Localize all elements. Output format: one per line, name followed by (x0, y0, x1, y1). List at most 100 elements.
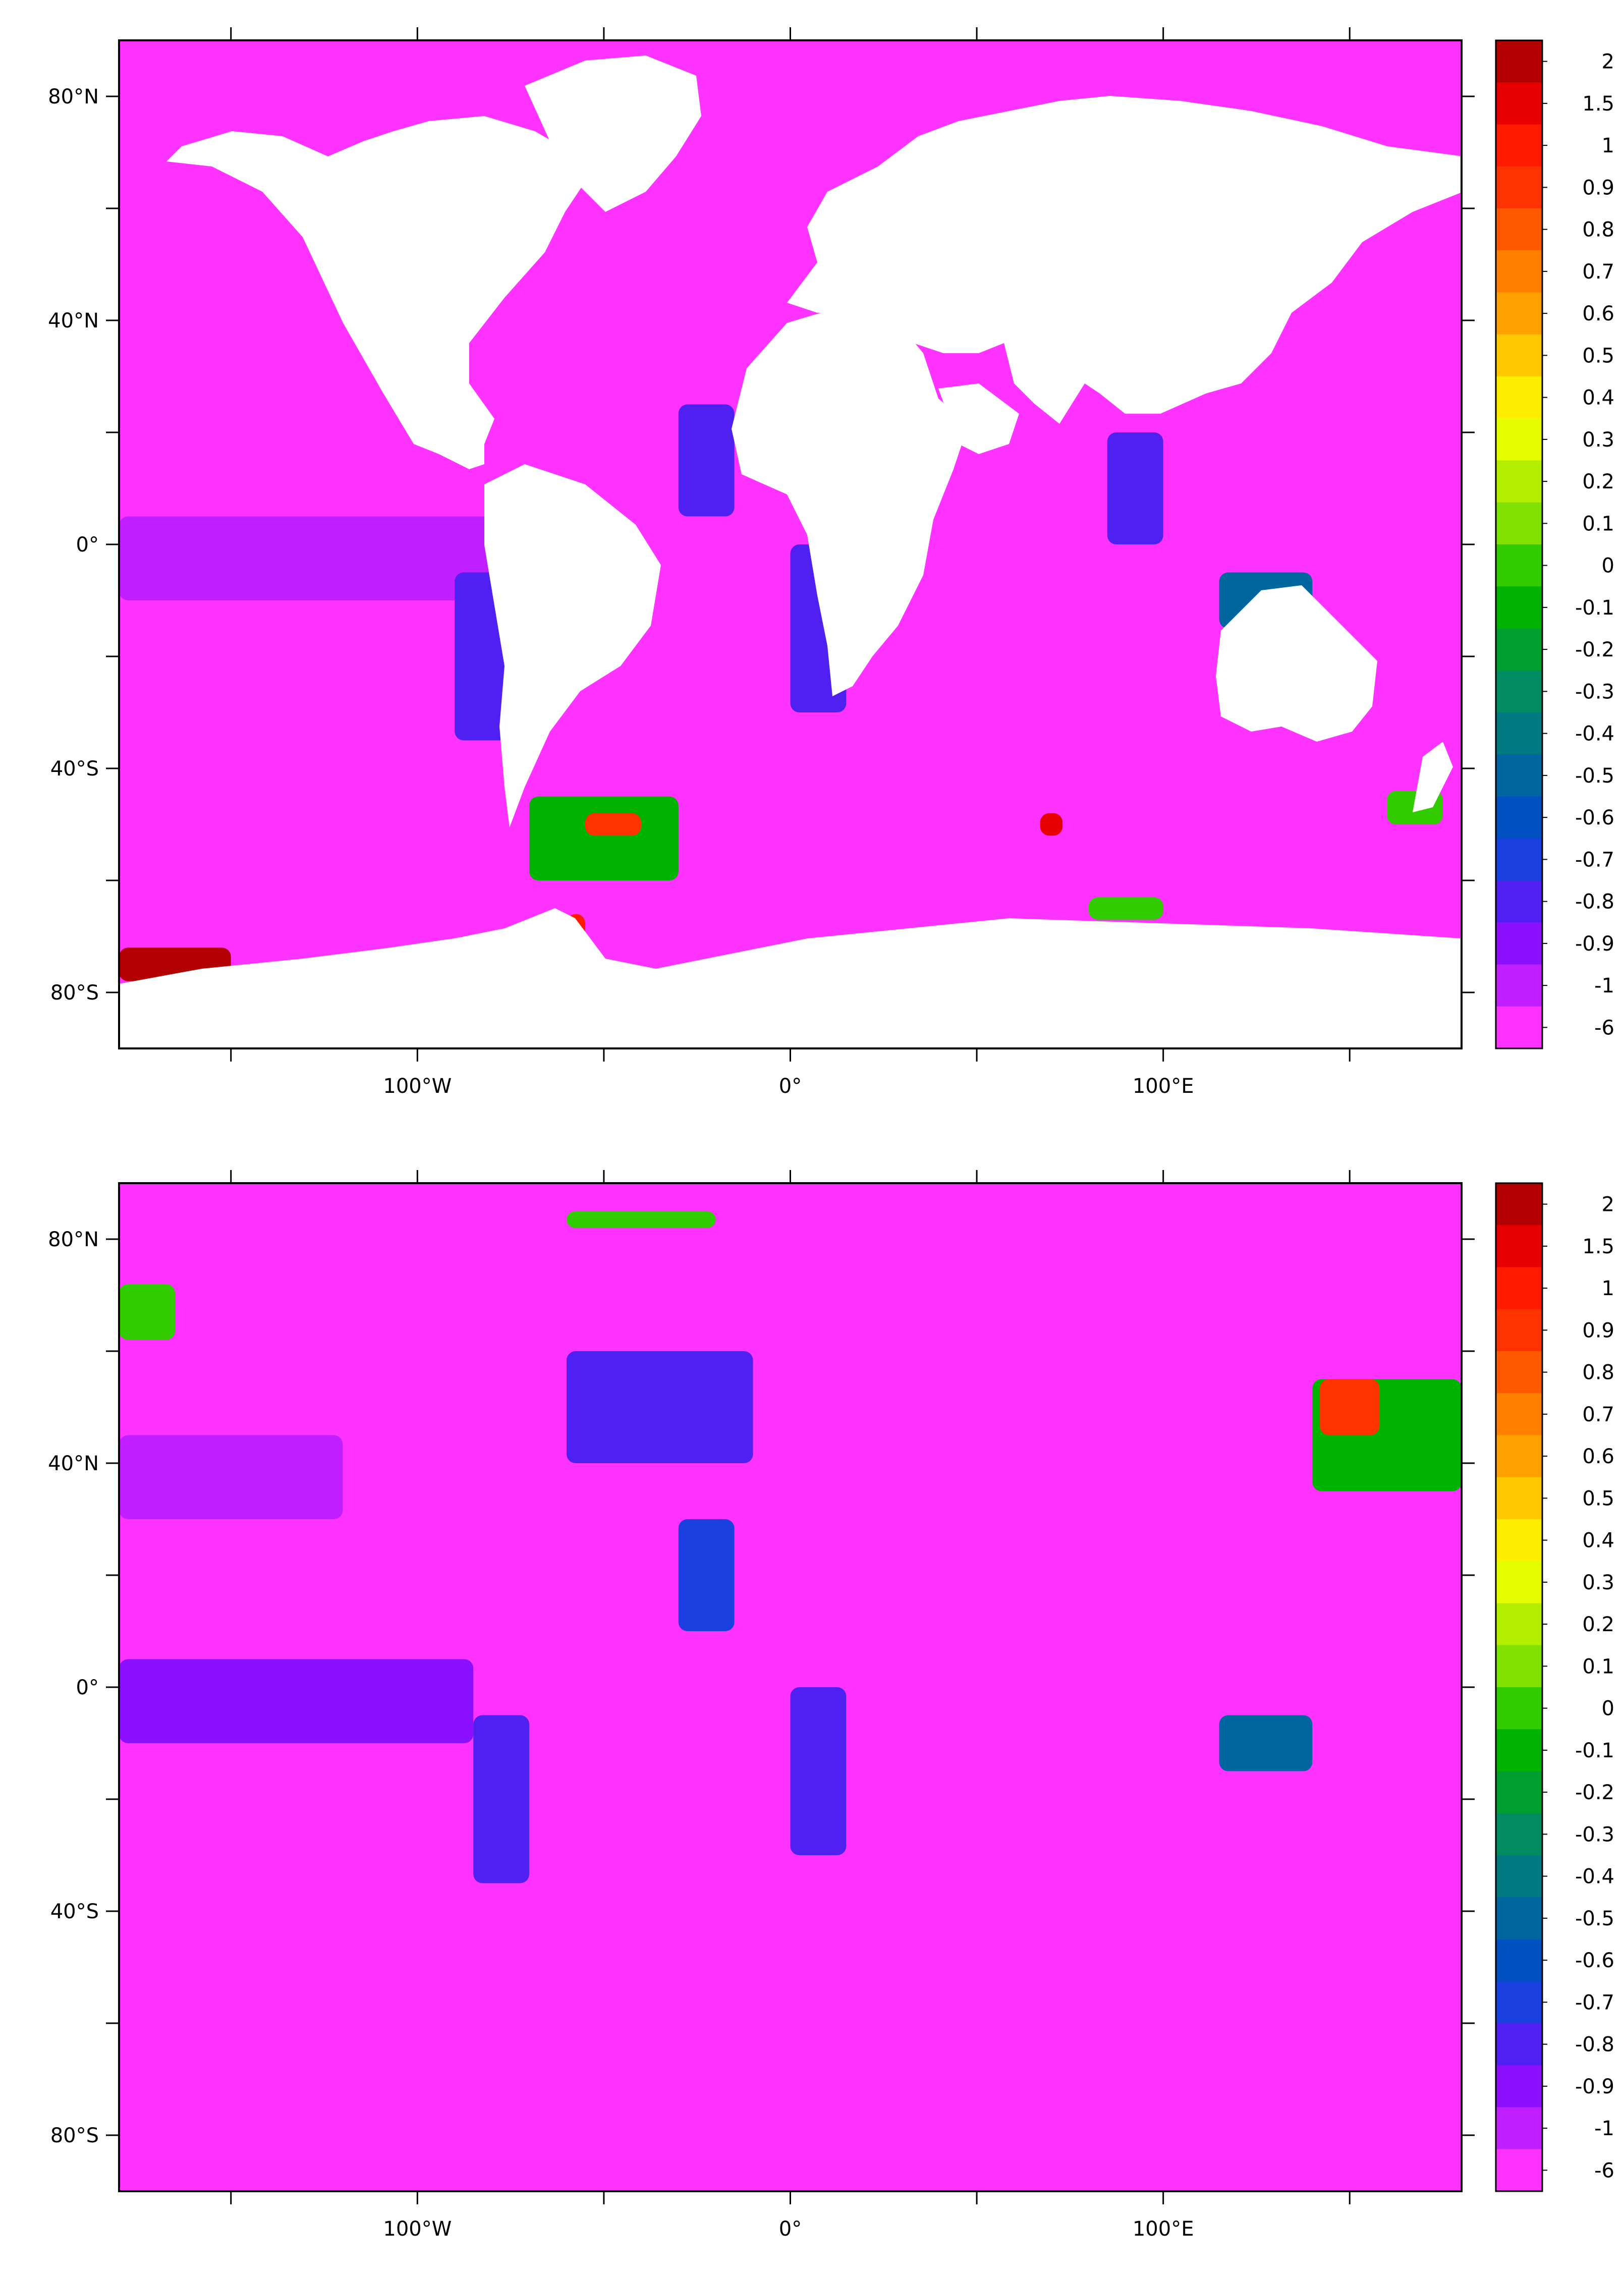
lon-label: 100°E (1133, 1075, 1194, 1098)
colorbar-label: 0.6 (1582, 302, 1614, 325)
anomaly-region (119, 1659, 474, 1743)
colorbar-label: 0.8 (1582, 218, 1614, 242)
colorbar-label: -0.5 (1575, 1907, 1614, 1930)
colorbar-swatch (1496, 292, 1542, 335)
colorbar-swatch (1496, 2107, 1542, 2150)
lon-label: 100°W (383, 2217, 452, 2241)
colorbar-swatch (1496, 1771, 1542, 1814)
colorbar-label: 0.2 (1582, 1613, 1614, 1636)
colorbar-label: 0.7 (1582, 260, 1614, 284)
colorbar-label: -0.9 (1575, 932, 1614, 956)
lon-label: 0° (779, 2217, 802, 2241)
colorbar-swatch (1496, 460, 1542, 503)
anomaly-region (119, 1284, 175, 1340)
colorbar-swatch (1496, 1393, 1542, 1436)
lon-label: 100°E (1133, 2217, 1194, 2241)
anomaly-region (119, 1435, 343, 1519)
colorbar-label: 0.5 (1582, 1487, 1614, 1510)
lat-label: 40°N (48, 309, 99, 332)
axes-bottom: 80°N 40°N 0° 40°S 80°S 100°W 0° 100°E (48, 1170, 1475, 2241)
colorbar-label: 0.9 (1582, 176, 1614, 199)
colorbar-label: 0.1 (1582, 1655, 1614, 1678)
colorbar-swatch (1496, 502, 1542, 545)
colorbar-label: -0.3 (1575, 1823, 1614, 1846)
colorbar-label: 0.3 (1582, 428, 1614, 452)
colorbar-swatch (1496, 670, 1542, 713)
colorbar-swatch (1496, 124, 1542, 167)
anomaly-region (678, 404, 735, 517)
colorbar-swatch (1496, 1729, 1542, 1772)
colorbar-swatch (1496, 796, 1542, 839)
land-antarctica (119, 908, 1462, 1048)
lat-label: 40°N (48, 1452, 99, 1475)
anomaly-region (473, 1715, 530, 1883)
land-eurasia (787, 96, 1462, 424)
colorbar-label: 0.1 (1582, 512, 1614, 535)
colorbar-label: 0.6 (1582, 1445, 1614, 1468)
colorbar-label: 0 (1602, 1697, 1614, 1720)
colorbar-label: -0.2 (1575, 638, 1614, 661)
colorbar-label: -0.6 (1575, 806, 1614, 829)
anomaly-region (1040, 813, 1063, 836)
colorbar-label: 0.4 (1582, 386, 1614, 410)
colorbar-label: 2 (1602, 50, 1614, 74)
colorbar-label: -0.7 (1575, 848, 1614, 871)
land-new-zealand (1413, 742, 1453, 812)
lat-label: 80°S (50, 2124, 99, 2147)
colorbar-swatch (1496, 334, 1542, 377)
colorbar-label: 1.5 (1582, 1235, 1614, 1258)
map-panel-bottom (118, 1182, 1463, 2192)
colorbar-swatch (1496, 1813, 1542, 1856)
lat-label: 0° (76, 1676, 99, 1699)
lat-label: 40°S (50, 1900, 99, 1923)
colorbar-swatch (1496, 1981, 1542, 2024)
colorbar-swatch (1496, 376, 1542, 419)
anomaly-region (567, 1211, 716, 1228)
land-australia (1216, 585, 1377, 742)
colorbar-label: -0.1 (1575, 596, 1614, 620)
colorbar-swatch (1496, 628, 1542, 671)
colorbar-swatch (1496, 880, 1542, 923)
colorbar-swatch (1496, 208, 1542, 251)
colorbar-label: -0.8 (1575, 891, 1614, 914)
anomaly-region (1320, 1379, 1380, 1435)
colorbar-swatch (1496, 1351, 1542, 1394)
colorbar-label: -0.9 (1575, 2075, 1614, 2098)
colorbar-label: -6 (1594, 2159, 1614, 2182)
colorbar-swatch (1496, 586, 1542, 629)
land-greenland (525, 55, 701, 212)
colorbar-label: -1 (1594, 2117, 1614, 2140)
colorbar-swatch (1496, 1006, 1542, 1049)
colorbar-label: 0.9 (1582, 1319, 1614, 1342)
axes-top: 80°N 40°N 0° 40°S 80°S 100°W 0° 100°E (48, 27, 1475, 1098)
colorbar-swatch (1496, 1225, 1542, 1268)
colorbar-swatch (1496, 166, 1542, 209)
anomaly-region (585, 813, 641, 836)
colorbar-swatch (1496, 1855, 1542, 1898)
lat-label: 80°N (48, 1228, 99, 1251)
land-north-america (166, 116, 585, 469)
colorbar-swatch (1496, 418, 1542, 461)
colorbar-swatch (1496, 250, 1542, 293)
anomaly-region (119, 516, 492, 600)
colorbar-label: 0.3 (1582, 1571, 1614, 1594)
colorbar-label: 1 (1602, 134, 1614, 157)
anomaly-region (567, 1351, 753, 1463)
colorbar-frame (1495, 1182, 1543, 2192)
colorbar-top: 2 1.5 1 0.9 0.8 0.7 0.6 0.5 0.4 0.3 0.2 0.1 0 -0.1 -0.… (1495, 39, 1614, 1049)
colorbar-label: -0.3 (1575, 680, 1614, 703)
colorbar-swatch (1496, 1561, 1542, 1604)
colorbar-label: -1 (1594, 974, 1614, 997)
anomaly-features (119, 1211, 1462, 1883)
land-south-america (484, 464, 661, 827)
anomaly-region (1219, 1715, 1313, 1771)
colorbar-label: 0.8 (1582, 1361, 1614, 1384)
land-mask (119, 55, 1462, 1048)
land-africa (732, 308, 969, 696)
colorbar-label: 0.4 (1582, 1529, 1614, 1552)
colorbar-label: -0.4 (1575, 1865, 1614, 1888)
colorbar-swatch (1496, 922, 1542, 965)
lat-label: 0° (76, 533, 99, 557)
